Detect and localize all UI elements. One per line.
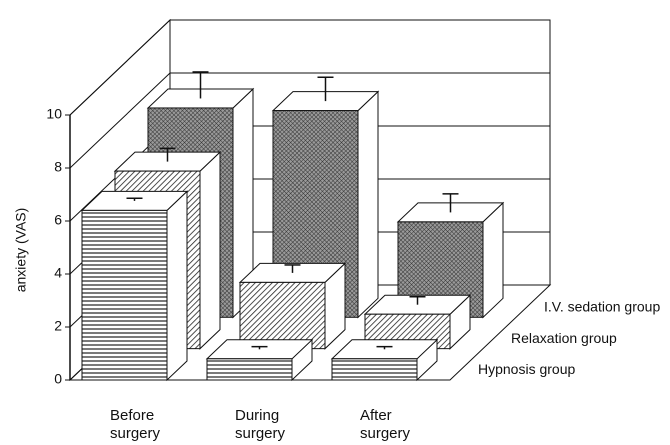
x-tick-label: During surgery bbox=[235, 407, 286, 442]
y-tick-label: 10 bbox=[46, 106, 62, 122]
y-tick-label: 8 bbox=[54, 159, 62, 175]
y-tick-label: 4 bbox=[54, 265, 62, 281]
grid-line bbox=[69, 19, 550, 116]
x-tick-label: Before surgery bbox=[110, 407, 161, 442]
legend-label: Hypnosis group bbox=[478, 361, 575, 377]
bar bbox=[206, 358, 293, 381]
bar-side bbox=[482, 201, 504, 319]
bar-side bbox=[199, 150, 221, 350]
grid-line bbox=[69, 72, 550, 169]
y-axis-label: anxiety (VAS) bbox=[13, 208, 29, 293]
bar bbox=[81, 209, 168, 381]
y-tick-label: 2 bbox=[54, 318, 62, 334]
x-tick-label: After surgery bbox=[360, 407, 411, 442]
y-tick-label: 0 bbox=[54, 371, 62, 387]
legend-label: I.V. sedation group bbox=[544, 299, 660, 315]
legend-label: Relaxation group bbox=[511, 330, 617, 346]
y-tick-label: 6 bbox=[54, 212, 62, 228]
bar bbox=[331, 358, 418, 381]
bar bbox=[239, 281, 326, 350]
bar-side bbox=[166, 190, 188, 382]
bar-side bbox=[357, 90, 379, 319]
